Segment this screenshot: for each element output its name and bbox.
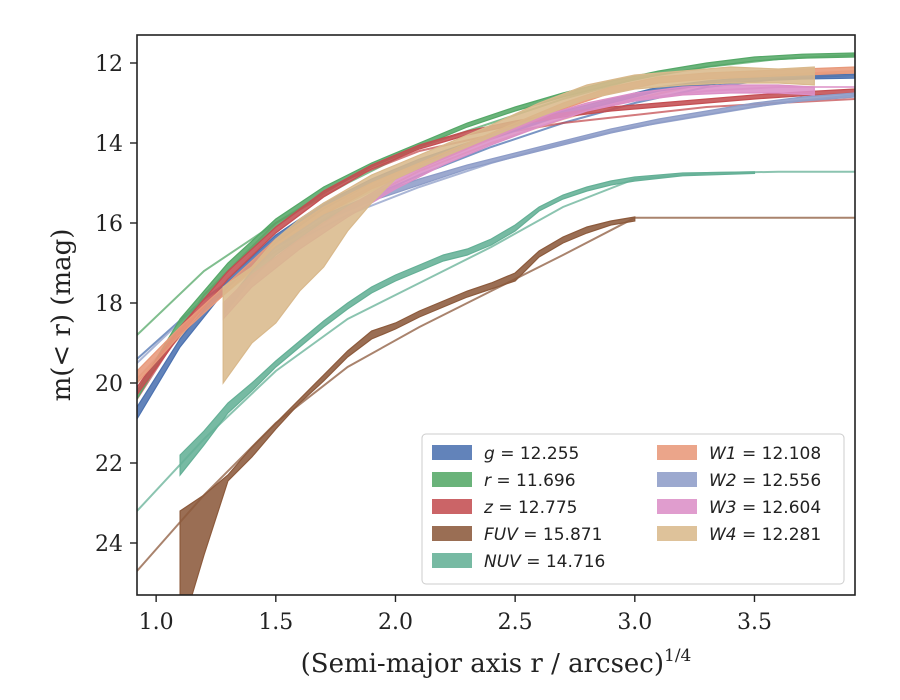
legend-label-nuv-value: = 14.716 (521, 552, 606, 572)
legend-label-fuv-band: FUV (484, 525, 519, 545)
x-tick-label: 1.0 (139, 610, 174, 635)
legend-label-nuv-band: NUV (484, 552, 522, 572)
legend-label-r-value: = 11.696 (491, 471, 576, 491)
x-axis: 1.0 1.5 2.0 2.5 3.0 3.5 (139, 595, 772, 635)
x-axis-label-main: (Semi-major axis r / arcsec) (301, 649, 664, 679)
x-tick-label: 2.5 (498, 610, 533, 635)
y-tick-label: 18 (95, 292, 123, 317)
x-axis-label-superscript: 1/4 (664, 646, 691, 666)
y-tick-label: 14 (95, 132, 123, 157)
series-fuv-band (179, 216, 636, 595)
legend-label-w3-value: = 12.604 (737, 498, 822, 518)
x-tick-label: 1.5 (258, 610, 293, 635)
legend-label-w4-band: W4 (709, 525, 737, 545)
legend-label-g-band: g (484, 444, 495, 464)
legend-label-g-value: = 12.255 (495, 444, 580, 464)
y-tick-label: 12 (95, 52, 123, 77)
legend-swatch-g (432, 445, 472, 460)
legend-swatch-w3 (657, 499, 697, 514)
legend-swatch-z (432, 499, 472, 514)
legend-label-w4: W4 = 12.281 (709, 525, 821, 545)
legend-swatch-nuv (432, 553, 472, 568)
y-axis: 12 14 16 18 20 22 24 (95, 52, 137, 557)
legend-label-w4-value: = 12.281 (737, 525, 822, 545)
legend-label-z-value: = 12.775 (493, 498, 578, 518)
legend-label-g: g = 12.255 (484, 444, 579, 464)
legend-box (421, 433, 845, 585)
y-tick-label: 24 (95, 532, 123, 557)
y-tick-label: 16 (95, 212, 123, 237)
series-nuv-band (179, 171, 756, 477)
legend-label-w1-band: W1 (709, 444, 737, 464)
legend-swatch-w1 (657, 445, 697, 460)
legend-label-r: r = 11.696 (484, 471, 576, 491)
y-tick-label: 22 (95, 452, 123, 477)
plot-frame (136, 34, 856, 596)
legend-label-w2-band: W2 (709, 471, 737, 491)
legend-label-r-band: r (484, 471, 492, 491)
legend-label-nuv: NUV = 14.716 (484, 552, 605, 572)
plot-area (137, 52, 855, 595)
x-axis-label: (Semi-major axis r / arcsec)1/4 (301, 646, 692, 679)
legend-swatch-fuv (432, 526, 472, 541)
legend-label-w1-value: = 12.108 (737, 444, 822, 464)
legend-label-z: z = 12.775 (483, 498, 577, 518)
legend-swatch-r (432, 472, 472, 487)
series-w4-band (222, 66, 815, 385)
legend-label-w3: W3 = 12.604 (709, 498, 821, 518)
legend-label-w2: W2 = 12.556 (709, 471, 821, 491)
legend-swatch-w2 (657, 472, 697, 487)
legend-swatch-w4 (657, 526, 697, 541)
x-tick-label: 3.5 (737, 610, 772, 635)
legend-label-w3-band: W3 (709, 498, 737, 518)
legend-label-w2-value: = 12.556 (737, 471, 822, 491)
legend-label-fuv: FUV = 15.871 (484, 525, 602, 545)
y-tick-label: 20 (95, 372, 123, 397)
legend-label-z-band: z (483, 498, 494, 518)
series-z-band (137, 88, 855, 397)
x-tick-label: 2.0 (378, 610, 413, 635)
y-axis-label: m(< r) (mag) (47, 229, 77, 402)
x-tick-label: 3.0 (617, 610, 652, 635)
legend-label-w1: W1 = 12.108 (709, 444, 821, 464)
legend-label-fuv-value: = 15.871 (518, 525, 603, 545)
